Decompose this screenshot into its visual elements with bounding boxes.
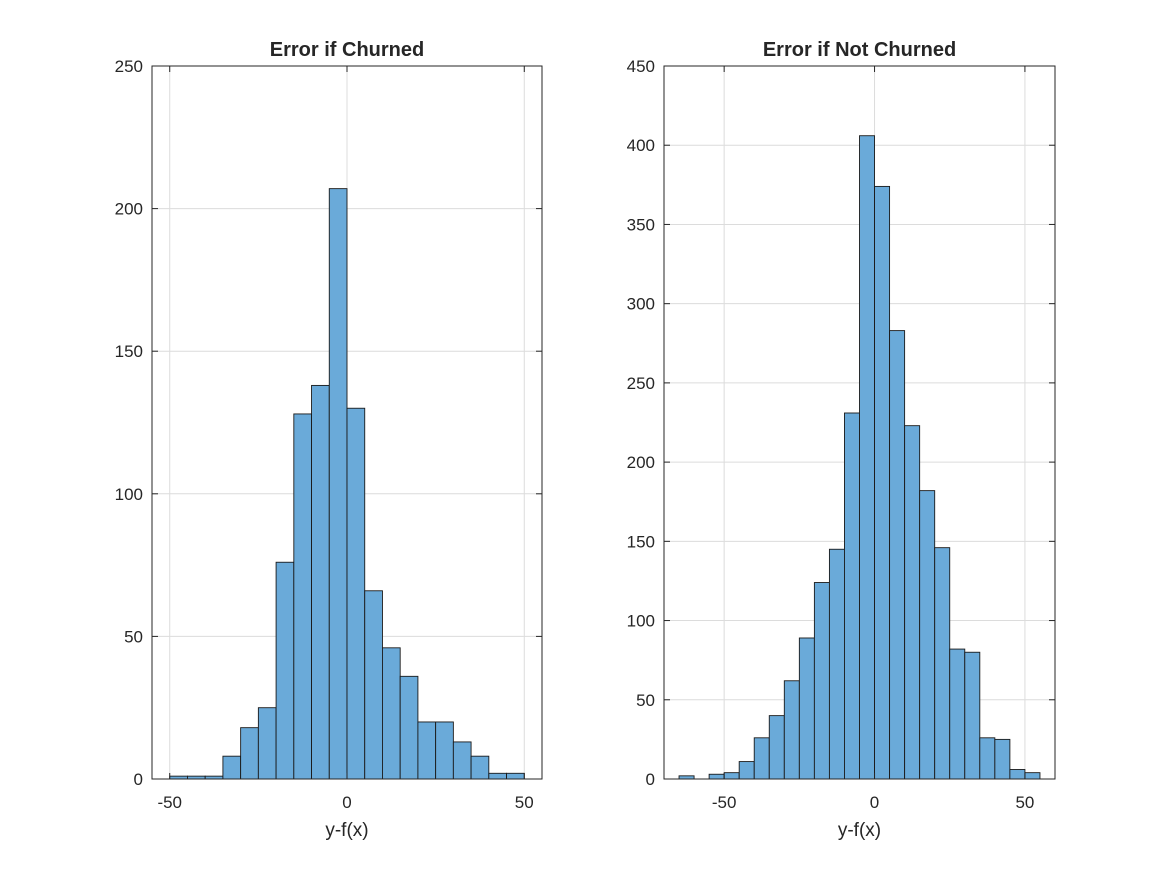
histogram-bar — [798, 637, 815, 780]
histogram-bar — [934, 547, 951, 780]
y-tick-label: 200 — [115, 200, 143, 219]
chart-title: Error if Churned — [270, 39, 424, 61]
y-tick-label: 100 — [115, 485, 143, 504]
x-axis-label: y-f(x) — [325, 820, 368, 841]
histogram-bar — [783, 680, 800, 780]
y-tick-label: 400 — [627, 136, 655, 155]
histogram-bar — [399, 675, 419, 780]
histogram-bar — [844, 412, 860, 780]
x-tick-label: 50 — [515, 793, 534, 812]
y-tick-label: 50 — [636, 691, 655, 710]
x-tick-label: 50 — [1015, 793, 1034, 812]
histogram-bar — [506, 772, 525, 780]
y-tick-label: 350 — [627, 215, 655, 234]
y-tick-label: 150 — [115, 342, 143, 361]
y-tick-label: 450 — [627, 57, 655, 76]
histogram-bar — [979, 737, 996, 780]
histogram-bar — [435, 721, 454, 780]
y-tick-label: 300 — [627, 295, 655, 314]
histogram-bar — [311, 384, 330, 780]
histogram-bar — [452, 741, 472, 780]
chart-title: Error if Not Churned — [763, 39, 956, 61]
y-tick-label: 50 — [124, 627, 143, 646]
y-tick-label: 150 — [627, 532, 655, 551]
histogram-bar — [257, 707, 277, 780]
histogram-bar — [1024, 772, 1041, 780]
histogram-bar — [222, 755, 242, 780]
histogram-panel-2: -50 0 50 0 50 100 150 200 250 300 350 400 450 Error i… — [627, 39, 1056, 841]
histogram-bar — [488, 772, 507, 780]
histogram-bar — [293, 413, 312, 780]
histogram-bar — [919, 490, 936, 780]
histogram-bar — [768, 715, 785, 780]
histogram-bar — [964, 651, 981, 780]
histogram-bar — [738, 761, 755, 780]
y-tick-label: 0 — [134, 770, 143, 789]
y-tick-label: 250 — [115, 57, 143, 76]
y-tick-label: 250 — [627, 374, 655, 393]
histogram-bar — [994, 738, 1011, 780]
y-tick-label: 200 — [627, 453, 655, 472]
histogram-bar — [874, 185, 891, 780]
histogram-bar — [1009, 769, 1026, 780]
histogram-bar — [328, 188, 348, 780]
x-tick-label: 0 — [342, 793, 351, 812]
x-tick-label: -50 — [712, 793, 737, 812]
x-tick-label: -50 — [157, 793, 182, 812]
x-axis-label: y-f(x) — [838, 820, 881, 841]
histogram-bar — [364, 590, 383, 780]
histogram-bar — [753, 737, 770, 780]
x-tick-label: 0 — [870, 793, 879, 812]
histogram-bar — [346, 407, 366, 780]
histogram-bar — [723, 772, 740, 780]
histogram-bar — [813, 582, 830, 780]
histogram-panel-1: -50 0 50 0 50 100 150 200 250 Error if Churned y-f… — [115, 39, 543, 841]
histogram-bar — [904, 425, 921, 780]
histogram-bar — [275, 561, 295, 780]
histogram-bar — [949, 648, 966, 780]
y-tick-label: 100 — [627, 612, 655, 631]
histogram-bar — [382, 647, 401, 780]
axes-frame — [663, 65, 1056, 780]
y-tick-label: 0 — [646, 770, 655, 789]
histogram-bar — [828, 548, 845, 780]
histogram-bar — [417, 721, 437, 780]
histogram-bar — [859, 135, 875, 780]
histogram-bar — [240, 727, 259, 780]
histogram-bar — [889, 330, 906, 780]
histogram-bar — [708, 773, 725, 780]
histogram-bar — [470, 755, 490, 780]
